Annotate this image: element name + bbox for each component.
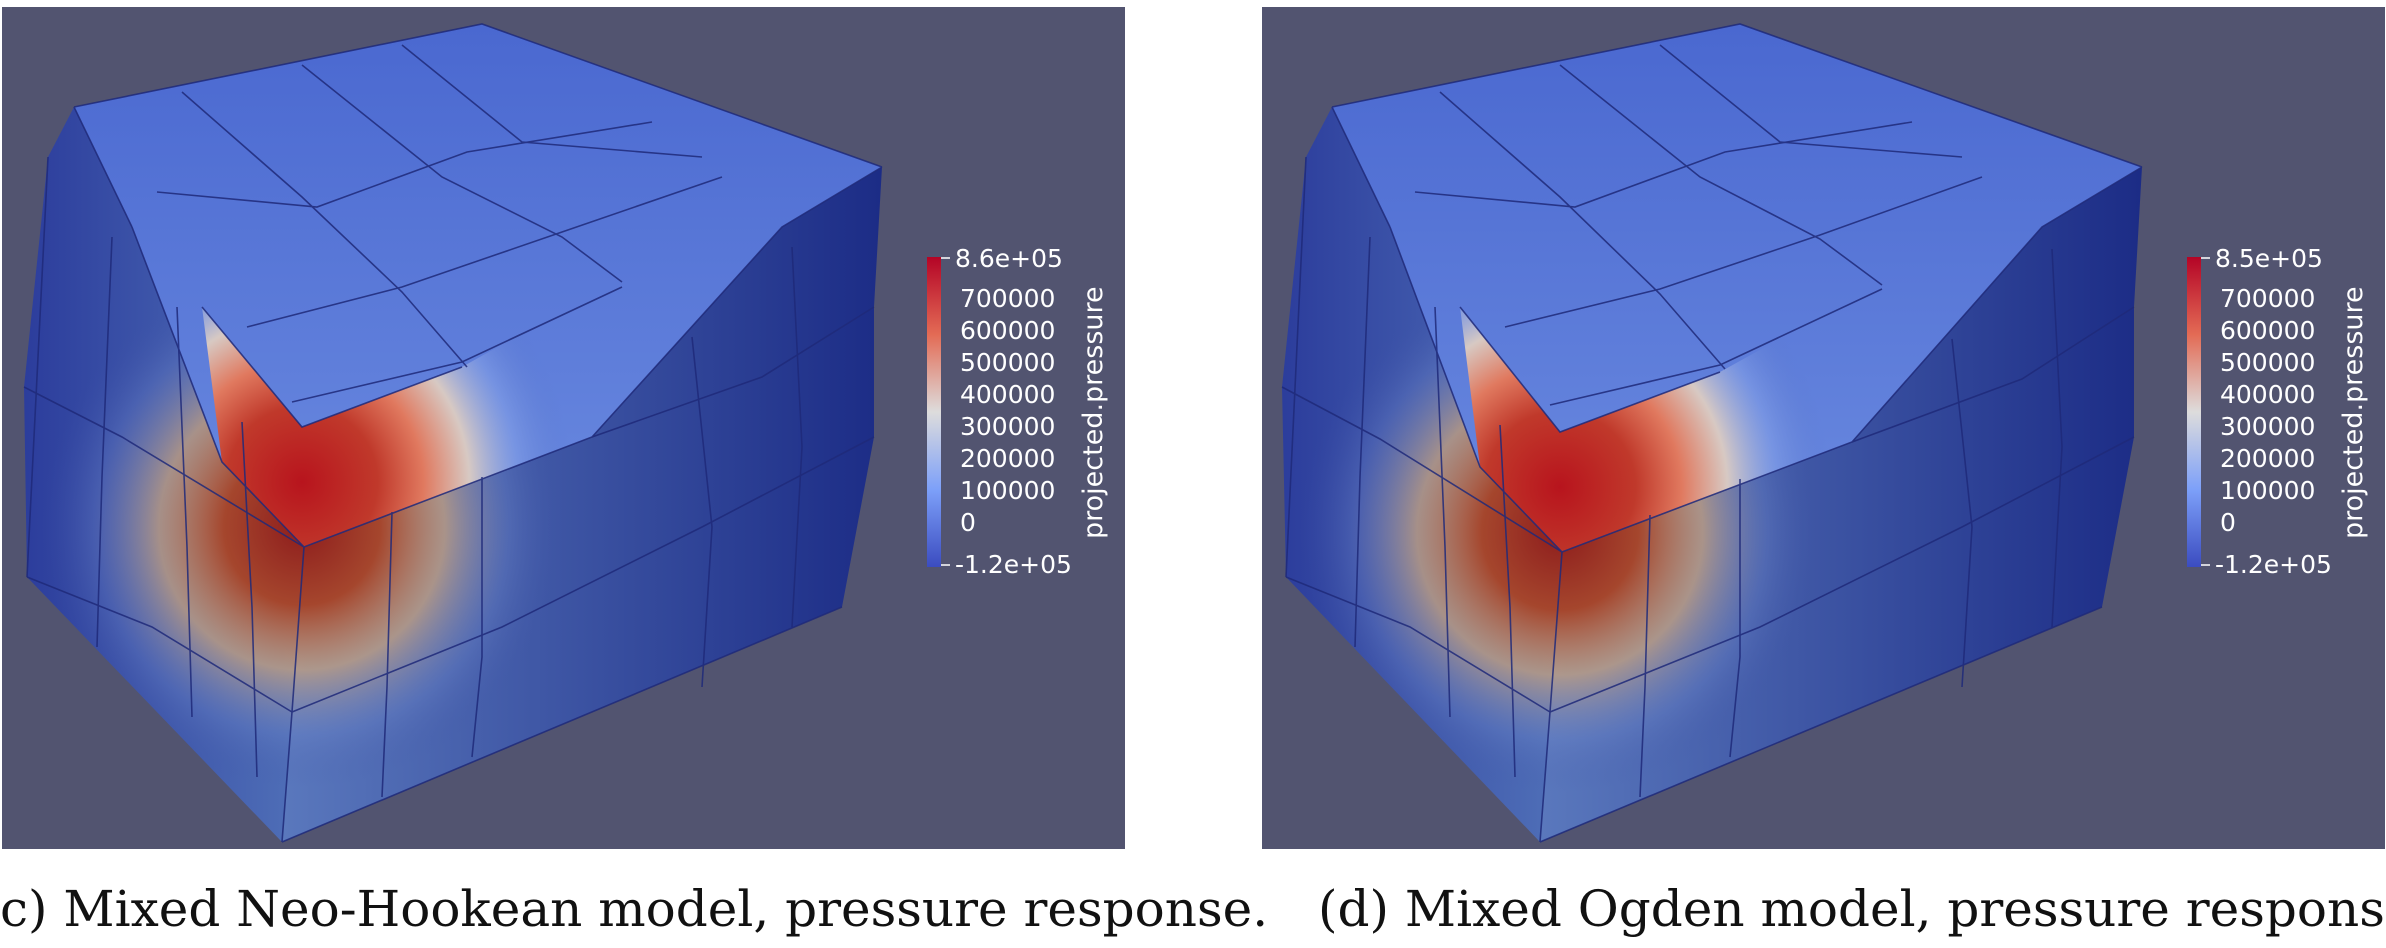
colorbar-title: projected.pressure: [2338, 286, 2369, 539]
colorbar-max-label: 8.6e+05: [955, 244, 1063, 273]
colorbar-tick: 500000: [960, 348, 1055, 377]
colorbar-tick: 400000: [2220, 380, 2315, 409]
colorbar-tick: 600000: [960, 316, 1055, 345]
render-view-neo-hookean: 8.6e+05 700000 600000 500000 400000 3000…: [2, 7, 1125, 849]
colorbar-gradient: [927, 257, 941, 567]
caption-ogden: (d) Mixed Ogden model, pressure response…: [1318, 880, 2386, 938]
colorbar-tick: 0: [2220, 508, 2236, 537]
colorbar-tick: 100000: [2220, 476, 2315, 505]
pressure-hotspot-sides: [1282, 157, 2134, 842]
colorbar-tick: 200000: [960, 444, 1055, 473]
colorbar: 8.6e+05 700000 600000 500000 400000 3000…: [927, 244, 1109, 579]
pressure-hotspot-sides: [24, 157, 874, 842]
colorbar-tick: 300000: [2220, 412, 2315, 441]
mesh-lines: [23, 23, 883, 843]
pressure-hotspot-top: [202, 277, 622, 547]
colorbar-tick: 700000: [2220, 284, 2315, 313]
colorbar-tick: 500000: [2220, 348, 2315, 377]
colorbar-tick: 0: [960, 508, 976, 537]
pressure-hotspot-top: [1460, 282, 1882, 552]
caption-neo-hookean: c) Mixed Neo-Hookean model, pressure res…: [0, 880, 1269, 938]
colorbar-tick: 300000: [960, 412, 1055, 441]
colorbar-tick: 400000: [960, 380, 1055, 409]
colorbar: 8.5e+05 700000 600000 500000 400000 3000…: [2187, 244, 2369, 579]
colorbar-title: projected.pressure: [1078, 286, 1109, 539]
render-view-ogden: 8.5e+05 700000 600000 500000 400000 3000…: [1262, 7, 2385, 849]
colorbar-tick: 200000: [2220, 444, 2315, 473]
colorbar-tick: 600000: [2220, 316, 2315, 345]
colorbar-min-label: -1.2e+05: [955, 550, 1072, 579]
colorbar-gradient: [2187, 257, 2201, 567]
deformed-cube-render: 8.5e+05 700000 600000 500000 400000 3000…: [1281, 23, 2369, 843]
colorbar-tick: 700000: [960, 284, 1055, 313]
mesh-lines: [1281, 23, 2143, 843]
colorbar-min-label: -1.2e+05: [2215, 550, 2332, 579]
deformed-cube-render: 8.6e+05 700000 600000 500000 400000 3000…: [23, 23, 1109, 843]
colorbar-tick: 100000: [960, 476, 1055, 505]
colorbar-max-label: 8.5e+05: [2215, 244, 2323, 273]
